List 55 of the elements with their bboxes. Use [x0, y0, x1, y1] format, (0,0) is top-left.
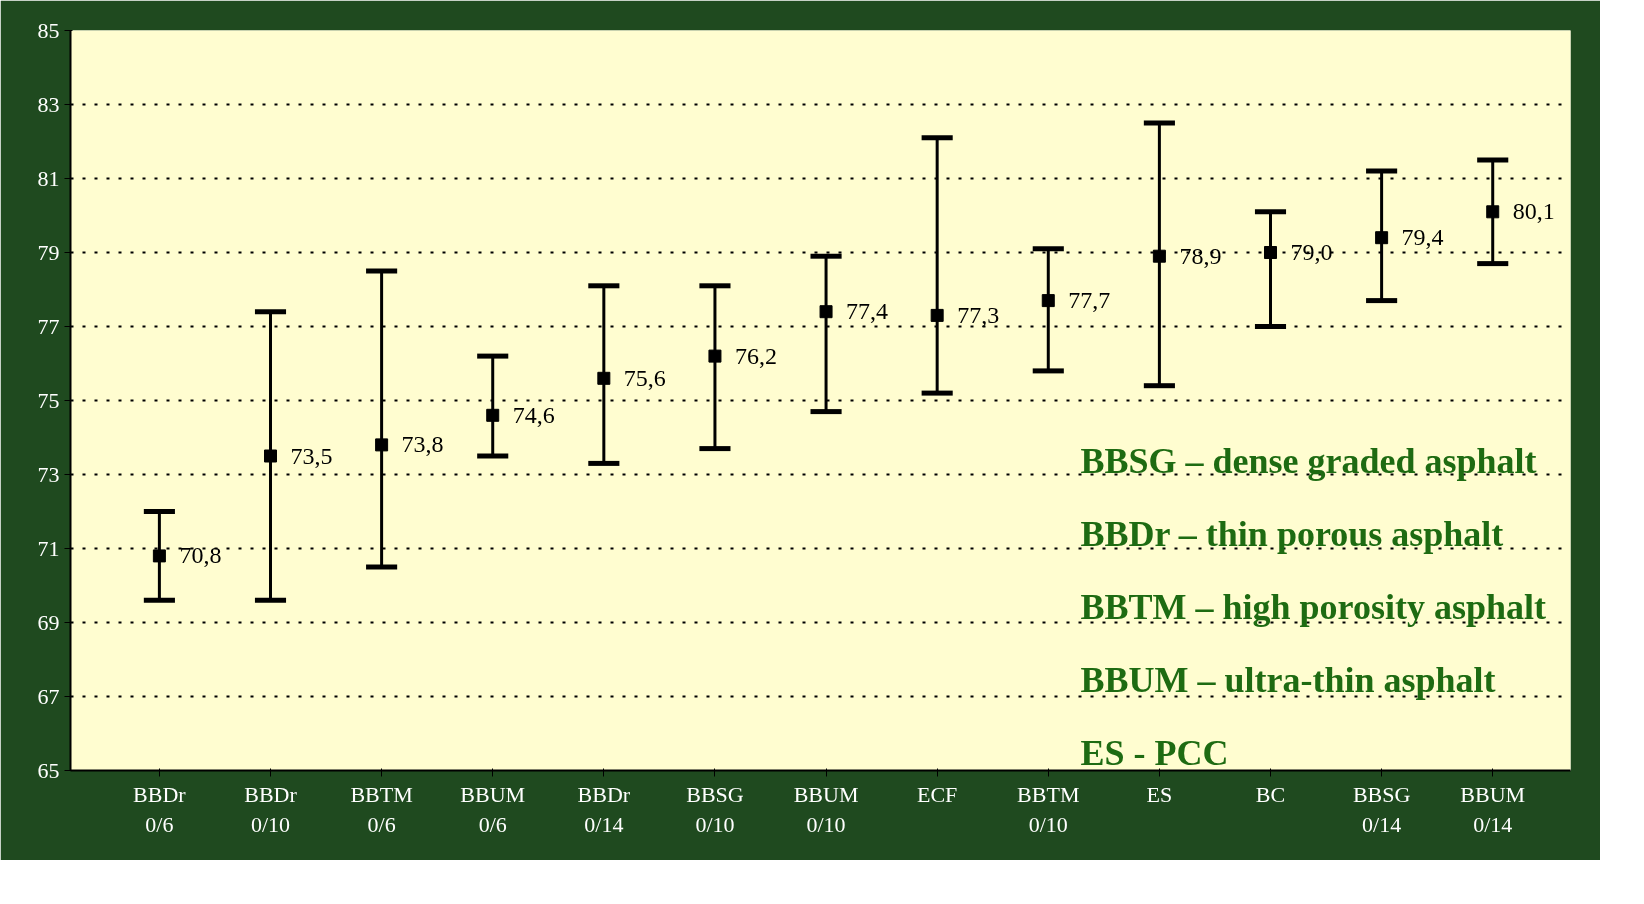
point [819, 305, 833, 319]
annotation: BBSG – dense graded asphalt [1080, 440, 1537, 481]
point [930, 308, 944, 322]
point [375, 438, 389, 452]
y-tick-label: 77 [37, 313, 60, 339]
point [1041, 294, 1055, 308]
x-tick-label: ECF [916, 781, 958, 807]
data-label: 73,8 [401, 431, 444, 458]
x-tick-label: BBTM 0/10 [1017, 781, 1080, 837]
x-tick-label: ES [1146, 781, 1173, 807]
x-tick-label: BC [1255, 781, 1286, 807]
x-tick-label: BBUM 0/14 [1460, 781, 1526, 837]
data-label: 75,6 [623, 364, 666, 391]
data-label: 77,3 [957, 301, 1000, 328]
x-tick-label: BBDr 0/14 [577, 781, 631, 837]
x-tick-label: BBUM 0/6 [460, 781, 526, 837]
x-tick-label: BBDr 0/10 [244, 781, 298, 837]
y-tick-label: 65 [37, 757, 60, 783]
data-label: 74,6 [512, 401, 555, 428]
point [1486, 205, 1500, 219]
y-tick-label: 67 [37, 683, 60, 709]
annotation: BBUM – ultra-thin asphalt [1080, 659, 1496, 700]
y-tick-label: 75 [37, 387, 60, 413]
point [1264, 246, 1277, 259]
y-tick-label: 79 [37, 239, 60, 265]
point [1152, 249, 1166, 263]
x-tick-label: BBUM 0/10 [793, 781, 859, 837]
data-label: 73,5 [290, 442, 333, 469]
annotation: ES - PCC [1080, 732, 1229, 773]
data-label: 78,9 [1179, 242, 1222, 269]
y-tick-label: 69 [37, 609, 60, 635]
y-tick-label: 73 [37, 461, 60, 487]
annotation: BBTM – high porosity asphalt [1080, 586, 1546, 627]
annotation: BBDr – thin porous asphalt [1080, 513, 1504, 554]
x-tick-label: BBSG 0/10 [686, 781, 744, 837]
data-label: 76,2 [734, 342, 777, 369]
y-tick-label: 81 [37, 165, 60, 191]
point [152, 549, 166, 563]
data-label: 80,1 [1512, 198, 1555, 225]
x-tick-label: BBTM 0/6 [350, 781, 413, 837]
point [486, 408, 500, 422]
point [597, 371, 611, 385]
y-tick-label: 71 [37, 535, 60, 561]
data-label: 77,4 [846, 298, 889, 325]
x-tick-label: BBSG 0/14 [1352, 781, 1411, 837]
point [708, 349, 722, 363]
x-tick-label: BBDr 0/6 [133, 781, 187, 837]
y-tick-label: 85 [37, 17, 60, 43]
data-label: 79,0 [1290, 239, 1333, 265]
data-label: 77,7 [1068, 287, 1111, 314]
point [1375, 231, 1389, 245]
y-tick-label: 83 [37, 91, 60, 117]
point [264, 449, 277, 463]
data-label: 79,4 [1401, 224, 1444, 251]
data-label: 70,8 [179, 542, 222, 569]
